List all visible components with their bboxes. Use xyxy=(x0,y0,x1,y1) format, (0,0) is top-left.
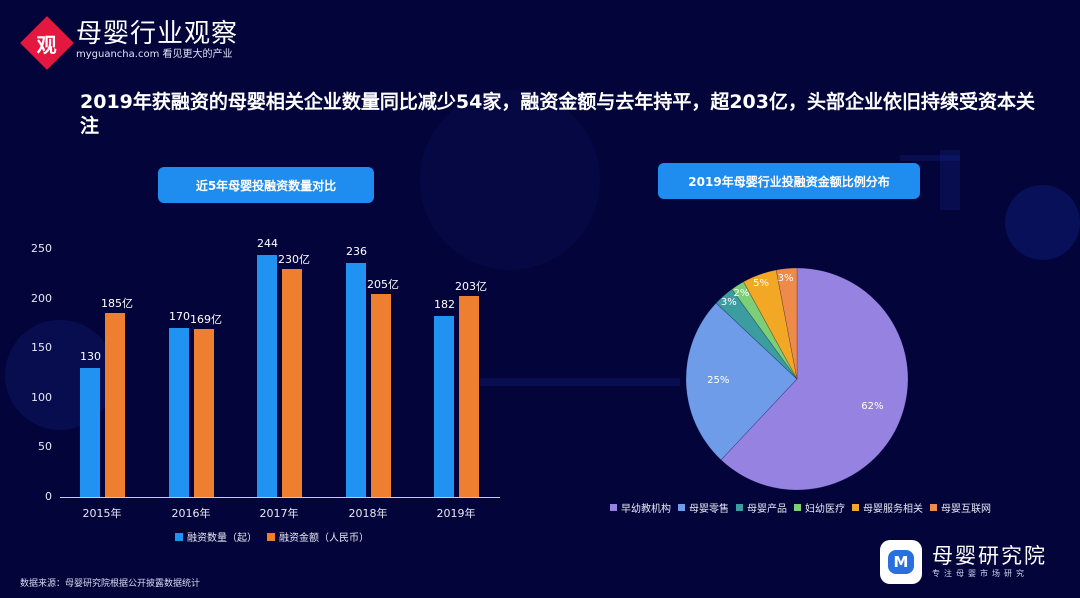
pie-slice xyxy=(731,281,798,380)
brand-subtitle: 专注母婴市场研究 xyxy=(932,569,1028,578)
y-tick-label: 200 xyxy=(31,291,52,305)
legend-label: 母婴产品 xyxy=(747,504,787,515)
bar-value-label: 185亿 xyxy=(101,297,133,311)
legend-label: 妇幼医疗 xyxy=(805,504,845,515)
legend-item: 母婴产品 xyxy=(736,500,787,515)
bar-chart: 0 50 100 150 200 250 130 185亿 2015年 170 169亿 2016年 2… xyxy=(0,230,520,550)
pie-slice xyxy=(775,267,798,380)
bar-count xyxy=(257,254,277,497)
bar-value-label: 182 xyxy=(434,298,455,312)
bar-count xyxy=(346,262,366,497)
x-axis-line xyxy=(60,497,500,498)
legend-swatch xyxy=(736,504,743,511)
brand-logo: M 母婴研究院 专注母婴市场研究 xyxy=(880,540,1047,584)
x-tick-label: 2017年 xyxy=(259,507,299,520)
bar-value-label: 203亿 xyxy=(455,279,487,293)
y-tick-label: 0 xyxy=(45,490,52,503)
pie-slice xyxy=(720,267,909,491)
data-source-note: 数据来源：母婴研究院根据公开披露数据统计 xyxy=(20,579,201,589)
legend-item: 母婴服务相关 xyxy=(852,500,923,515)
legend-label: 融资数量（起） xyxy=(187,533,257,544)
logo-title: 母婴行业观察 xyxy=(76,19,239,49)
legend-swatch xyxy=(794,504,801,511)
pie-percent-label: 3% xyxy=(720,297,737,309)
bar-value-label: 205亿 xyxy=(367,277,399,291)
bar-amount xyxy=(105,313,125,497)
legend-item: 母婴零售 xyxy=(678,500,729,515)
logo-subtitle: myguancha.com 看见更大的产业 xyxy=(76,49,233,60)
legend-label: 母婴互联网 xyxy=(941,504,991,515)
brand-title: 母婴研究院 xyxy=(932,544,1047,568)
y-tick-label: 50 xyxy=(38,440,52,454)
x-tick-label: 2018年 xyxy=(348,507,388,520)
y-tick-label: 100 xyxy=(31,390,52,404)
bar-value-label: 170 xyxy=(169,310,190,324)
bar-value-label: 244 xyxy=(257,236,278,250)
pie-slice xyxy=(743,269,798,380)
bar-amount xyxy=(282,268,302,497)
legend-item: 妇幼医疗 xyxy=(794,500,845,515)
legend-label: 早幼教机构 xyxy=(621,504,671,515)
legend-item: 融资金额（人民币） xyxy=(267,529,369,544)
logo-icon: 观 xyxy=(20,16,74,70)
legend-swatch xyxy=(175,532,183,541)
legend-swatch xyxy=(852,504,859,511)
bar-chart-title-tag: 近5年母婴投融资数量对比 xyxy=(158,167,374,203)
bar-value-label: 230亿 xyxy=(278,252,310,266)
legend-item: 融资数量（起） xyxy=(175,529,257,544)
legend-item: 早幼教机构 xyxy=(610,500,671,515)
y-tick-label: 250 xyxy=(31,242,52,255)
legend-swatch xyxy=(267,532,275,541)
background-bar xyxy=(480,378,680,386)
pie-slice xyxy=(715,288,798,380)
bar-count xyxy=(169,328,189,497)
legend-swatch xyxy=(930,504,937,511)
pie-percent-label: 62% xyxy=(861,401,884,413)
bar-value-label: 130 xyxy=(80,350,101,364)
x-tick-label: 2015年 xyxy=(82,507,122,520)
pie-chart: 62% 25% 3% 2% 5% 3% xyxy=(685,267,909,491)
logo: 观 母婴行业观察 myguancha.com 看见更大的产业 xyxy=(20,16,239,70)
bar-amount xyxy=(371,293,391,497)
y-tick-label: 150 xyxy=(31,341,52,355)
background-circle xyxy=(420,90,600,270)
legend-item: 母婴互联网 xyxy=(930,500,991,515)
bar-count xyxy=(434,316,454,497)
background-circle xyxy=(1005,185,1080,260)
legend-swatch xyxy=(610,504,617,511)
pie-legend: 早幼教机构 母婴零售 母婴产品 妇幼医疗 母婴服务相关 母婴互联网 xyxy=(610,500,998,515)
background-bar xyxy=(940,150,960,210)
page-headline: 2019年获融资的母婴相关企业数量同比减少54家，融资金额与去年持平，超203亿… xyxy=(80,91,1035,137)
background-bar xyxy=(900,155,960,161)
bar-value-label: 236 xyxy=(346,244,367,258)
legend-label: 融资金额（人民币） xyxy=(279,533,369,544)
pie-percent-label: 2% xyxy=(733,287,750,299)
bar-legend: 融资数量（起） 融资金额（人民币） xyxy=(175,529,375,544)
pie-slice xyxy=(685,302,798,461)
bar-value-label: 169亿 xyxy=(190,313,222,327)
x-tick-label: 2016年 xyxy=(171,507,211,520)
pie-chart-title-tag: 2019年母婴行业投融资金额比例分布 xyxy=(658,163,920,199)
bar-amount xyxy=(194,329,214,497)
legend-label: 母婴服务相关 xyxy=(863,504,923,515)
bar-count xyxy=(80,368,100,497)
legend-label: 母婴零售 xyxy=(689,504,729,515)
legend-swatch xyxy=(678,504,685,511)
pie-percent-label: 25% xyxy=(707,374,730,386)
pie-percent-label: 5% xyxy=(753,278,770,289)
pie-percent-label: 3% xyxy=(777,272,794,284)
bar-amount xyxy=(459,295,479,497)
brand-icon: M xyxy=(880,540,922,584)
pie-svg xyxy=(685,267,909,491)
x-tick-label: 2019年 xyxy=(436,507,476,520)
